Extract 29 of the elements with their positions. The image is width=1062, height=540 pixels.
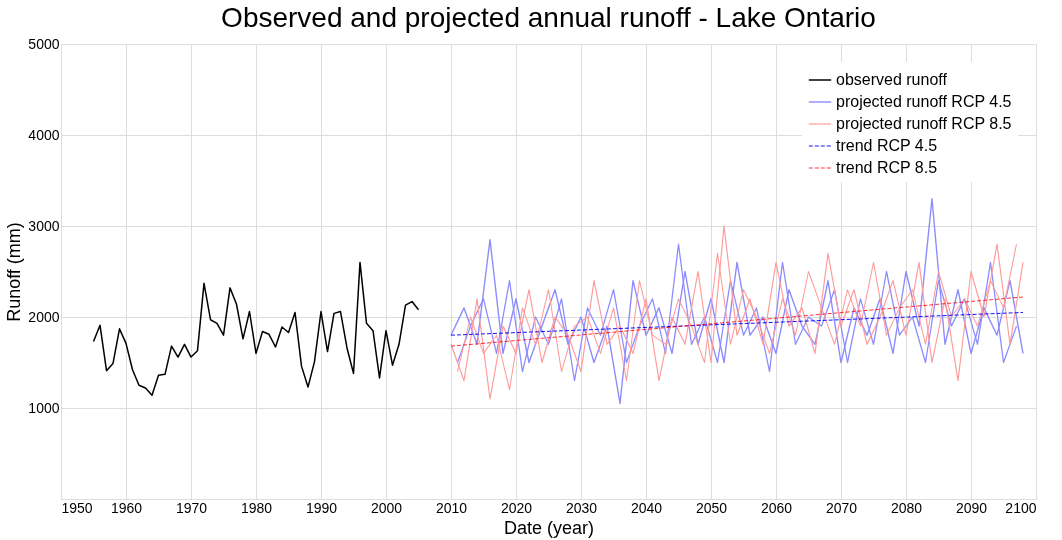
x-tick-label: 1990: [305, 499, 338, 516]
x-tick-label: 2070: [825, 499, 858, 516]
chart-title: Observed and projected annual runoff - Lake Ontario: [221, 2, 876, 33]
y-tick-label: 4000: [28, 126, 60, 143]
legend-label: observed runoff: [836, 71, 948, 88]
x-axis-title: Date (year): [503, 517, 595, 538]
y-axis-title: Runoff (mm): [4, 222, 25, 322]
legend-label: trend RCP 4.5: [836, 137, 938, 154]
x-tick-label: 1950: [61, 499, 93, 516]
y-tick-label: 5000: [28, 35, 60, 52]
x-tick-label: 2020: [500, 499, 533, 516]
x-tick-label: 1960: [110, 499, 143, 516]
legend-label: projected runoff RCP 4.5: [836, 93, 1012, 110]
x-tick-label: 2040: [630, 499, 663, 516]
x-tick-label: 2050: [695, 499, 728, 516]
x-tick-label: 2090: [955, 499, 988, 516]
x-tick-label: 2010: [435, 499, 468, 516]
x-tick-label: 2100: [1005, 499, 1037, 516]
legend-label: projected runoff RCP 8.5: [836, 115, 1012, 132]
y-tick-label: 3000: [28, 217, 60, 234]
x-tick-label: 2000: [370, 499, 403, 516]
x-tick-label: 2080: [890, 499, 923, 516]
legend-label: trend RCP 8.5: [836, 159, 938, 176]
x-tick-label: 2060: [760, 499, 793, 516]
x-tick-label: 2030: [565, 499, 598, 516]
x-tick-label: 1980: [240, 499, 273, 516]
y-tick-label: 1000: [28, 399, 60, 416]
x-tick-label: 1970: [175, 499, 208, 516]
y-tick-label: 2000: [28, 308, 60, 325]
